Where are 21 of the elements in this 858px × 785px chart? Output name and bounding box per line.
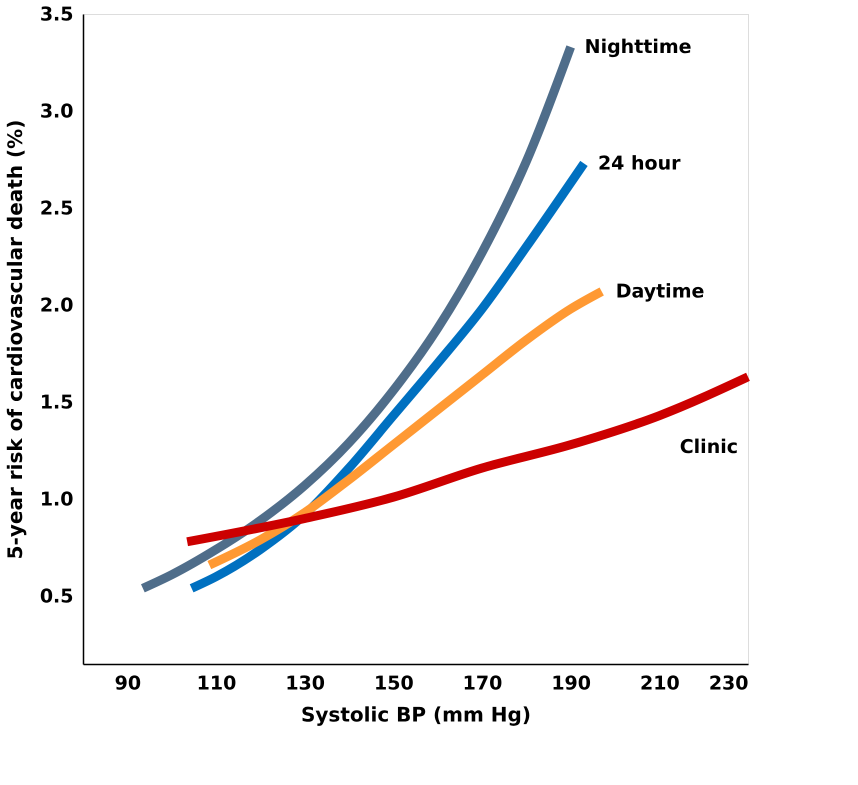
x-tick-label: 130	[285, 672, 326, 694]
series-label: 24 hour	[598, 152, 682, 174]
y-tick-label: 1.5	[40, 392, 74, 414]
y-tick-label: 2.0	[40, 294, 74, 317]
x-tick-label: 230	[708, 672, 748, 694]
x-tick-label: 110	[196, 672, 236, 694]
x-tick-label: 210	[640, 672, 680, 694]
series-label: Clinic	[680, 436, 738, 458]
x-tick-label: 190	[551, 672, 592, 694]
x-tick-label: 150	[374, 672, 414, 694]
x-tick-label: 90	[114, 672, 142, 694]
y-tick-label: 1.0	[40, 488, 74, 511]
y-tick-label: 3.0	[40, 100, 74, 123]
x-axis-title: Systolic BP (mm Hg)	[300, 702, 532, 726]
series-label: Daytime	[616, 280, 704, 302]
y-axis-title: 5-year risk of cardiovascular death (%)	[2, 120, 27, 560]
y-tick-label: 2.5	[40, 198, 74, 220]
series-label: Nighttime	[584, 36, 692, 58]
y-tick-label: 0.5	[40, 586, 74, 608]
x-tick-label: 170	[462, 672, 502, 694]
y-tick-label: 3.5	[40, 4, 74, 26]
